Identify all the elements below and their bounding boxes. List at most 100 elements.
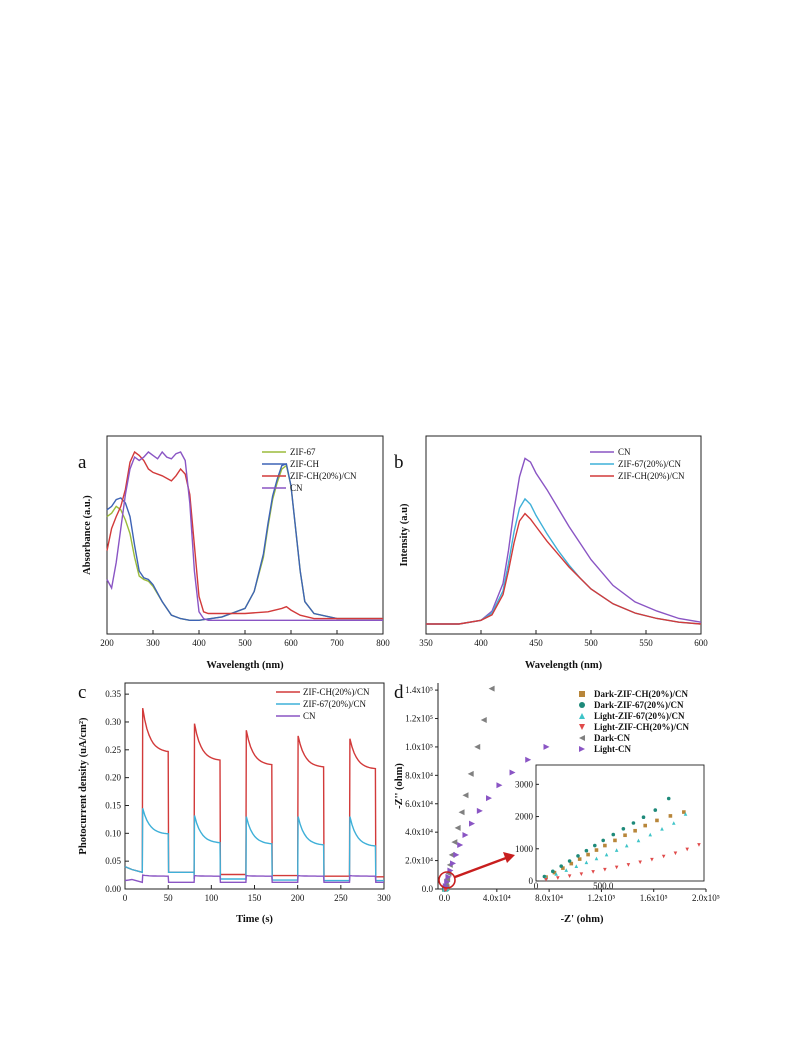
d-inset-point-0 [561,866,565,870]
d-inset-point-0 [682,810,686,814]
d-inset-point-2 [554,872,558,876]
d-inset-point-2 [683,812,688,816]
d-inset-point-1 [666,796,671,801]
c-x-tick-label: 0 [123,893,128,903]
b-x-tick-label: 400 [474,638,488,648]
d-point-5 [525,756,532,763]
d-inset-point-2 [671,821,676,825]
d-point-5 [444,878,451,885]
a-x-axis-label: Wavelength (nm) [206,660,284,671]
d-point-5 [468,820,475,827]
d-point-5 [450,860,457,867]
c-x-tick-label: 100 [205,893,219,903]
c-y-axis-label: Photocurrent density (uA/cm²) [78,717,89,855]
c-legend-label-1: ZIF-67(20%)/CN [303,699,366,709]
d-inset-point-2 [574,864,579,868]
c-x-tick-label: 50 [164,893,174,903]
d-legend-marker-0 [579,691,585,697]
d-point-4 [462,792,469,799]
c-legend-label-2: CN [303,711,316,721]
c-series-line-1 [124,808,384,882]
d-inset-point-1 [631,821,636,825]
d-inset-point-3 [673,851,678,856]
c-x-tick-label: 300 [377,893,391,903]
d-x-tick-label: 1.6x10⁵ [640,893,668,903]
d-inset-point-3 [650,857,654,862]
d-y-tick-label: 2.0x10⁴ [405,856,433,866]
d-inset-point-1 [653,808,658,812]
c-plot-frame [124,682,385,890]
b-legend-label-0: CN [618,447,631,457]
a-series-line-0 [106,464,383,621]
d-inset-y-tick-label: 0 [529,876,534,886]
d-inset-point-3 [685,847,689,852]
d-inset-point-1 [611,832,616,837]
b-legend-label-2: ZIF-CH(20%)/CN [618,471,685,481]
panel-letter-c: c [78,682,86,703]
c-x-tick-label: 150 [248,893,262,903]
c-y-tick-label: 0.25 [105,745,121,755]
d-zoom-arrow-head [503,852,515,863]
d-legend-label-4: Dark-CN [594,733,630,743]
d-y-axis-label: -Z'' (ohm) [394,763,405,809]
d-inset-point-3 [556,876,560,880]
a-legend-label-3: CN [290,483,303,493]
d-inset-point-3 [567,874,572,878]
c-y-tick-label: 0.00 [105,884,121,894]
a-legend-label-2: ZIF-CH(20%)/CN [290,471,357,481]
c-x-tick-label: 200 [291,893,305,903]
d-point-4 [480,716,487,723]
d-y-tick-label: 1.4x10⁵ [405,685,433,695]
d-point-5 [476,807,483,814]
a-legend-label-0: ZIF-67 [290,447,316,457]
panel-a-absorbance-chart: 200 300 400 500 600 700 800 Wavelength (nm) Abso… [82,435,390,671]
c-x-tick-label: 250 [334,893,348,903]
d-point-4 [488,685,495,692]
d-inset-point-1 [542,874,547,879]
d-inset-point-1 [576,854,580,858]
a-y-axis-label: Absorbance (a.u.) [82,495,93,575]
d-point-5 [496,782,503,789]
d-inset-point-2 [614,848,619,852]
d-inset-point-0 [643,823,647,828]
d-x-tick-label: 0.0 [439,893,451,903]
d-inset-point-3 [544,877,548,882]
panel-letter-b: b [394,452,404,473]
d-point-4 [454,824,461,831]
d-inset-point-3 [614,865,619,870]
d-zoom-circle [438,871,456,889]
d-legend-label-0: Dark-ZIF-CH(20%)/CN [594,689,688,699]
d-inset-point-0 [603,843,607,848]
c-y-tick-label: 0.15 [105,800,121,810]
b-x-tick-label: 450 [529,638,543,648]
d-x-tick-label: 8.0x10⁴ [535,893,563,903]
d-legend-label-1: Dark-ZIF-67(20%)/CN [594,700,684,710]
d-inset-point-0 [668,814,673,818]
d-inset-point-0 [569,861,574,866]
d-inset-point-3 [603,867,607,872]
c-x-axis-label: Time (s) [236,914,273,925]
d-inset-point-1 [593,843,597,848]
d-point-5 [543,743,550,750]
d-point-4 [451,839,458,846]
c-series-line-0 [124,707,384,878]
d-inset-point-2 [648,832,653,837]
d-point-5 [462,832,469,839]
d-inset-point-1 [551,869,555,874]
d-inset-y-tick-label: 3000 [515,779,534,789]
b-x-tick-label: 600 [694,638,708,648]
d-inset-point-1 [567,859,572,863]
d-inset-x-tick-label: 0 [534,881,539,891]
d-inset-point-3 [579,872,584,877]
d-inset-point-2 [636,838,641,843]
b-x-tick-label: 550 [639,638,653,648]
d-inset-point-3 [661,854,666,859]
d-legend-label-3: Light-ZIF-CH(20%)/CN [594,722,689,732]
a-x-tick-label: 300 [146,638,160,648]
d-inset-point-3 [697,843,701,847]
c-legend-label-0: ZIF-CH(20%)/CN [303,687,370,697]
panel-letter-d: d [394,682,404,703]
d-point-5 [445,873,452,880]
d-legend-marker-1 [579,702,585,708]
